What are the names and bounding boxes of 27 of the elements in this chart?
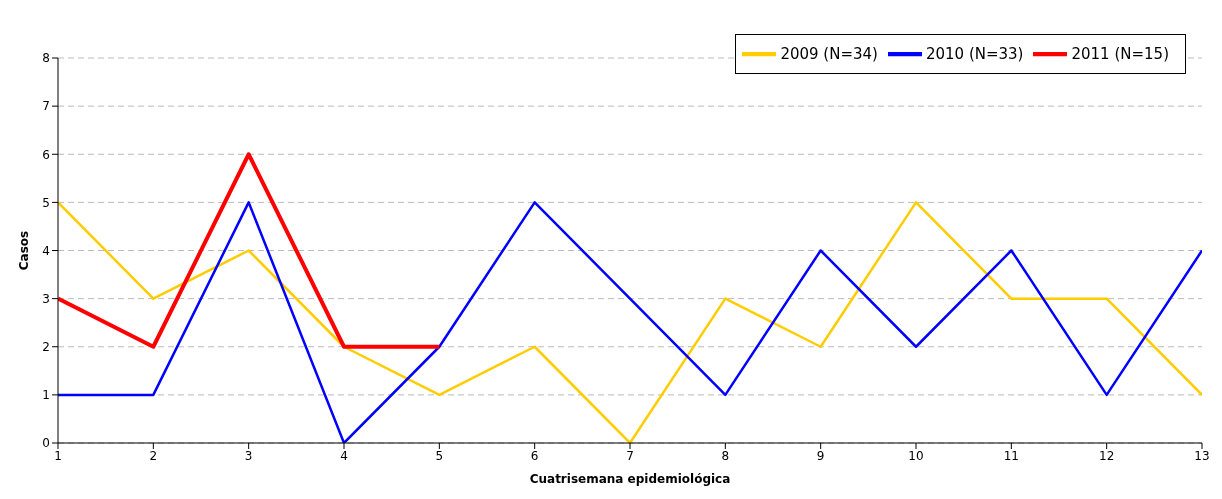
x-tick-label: 7 xyxy=(626,448,634,463)
x-tick-label: 12 xyxy=(1099,448,1115,463)
y-tick-label: 8 xyxy=(42,51,50,66)
x-tick-label: 10 xyxy=(908,448,924,463)
y-tick-label: 7 xyxy=(42,99,50,114)
x-tick-label: 13 xyxy=(1194,448,1210,463)
x-tick-label: 2 xyxy=(149,448,158,463)
y-tick-label: 2 xyxy=(42,340,50,355)
legend-label: 2010 (N=33) xyxy=(925,44,1024,63)
y-axis-title: Casos xyxy=(17,230,32,271)
legend-label: 2009 (N=34) xyxy=(780,44,878,63)
y-tick-label: 5 xyxy=(42,195,50,210)
x-tick-label: 3 xyxy=(244,448,253,463)
y-tick-label: 6 xyxy=(42,147,50,162)
x-tick-label: 4 xyxy=(340,448,348,463)
y-tick-label: 4 xyxy=(42,243,50,258)
x-tick-label: 5 xyxy=(435,448,444,463)
x-axis-title: Cuatrisemana epidemiológica xyxy=(529,472,731,486)
x-tick-label: 1 xyxy=(54,448,62,463)
x-tick-label: 11 xyxy=(1003,448,1019,463)
x-tick-label: 8 xyxy=(721,448,730,463)
y-tick-label: 0 xyxy=(42,436,50,451)
x-tick-label: 9 xyxy=(816,448,825,463)
x-tick-label: 6 xyxy=(530,448,539,463)
legend-label: 2011 (N=15) xyxy=(1071,44,1169,63)
y-tick-label: 3 xyxy=(42,291,50,306)
y-tick-label: 1 xyxy=(42,388,50,403)
